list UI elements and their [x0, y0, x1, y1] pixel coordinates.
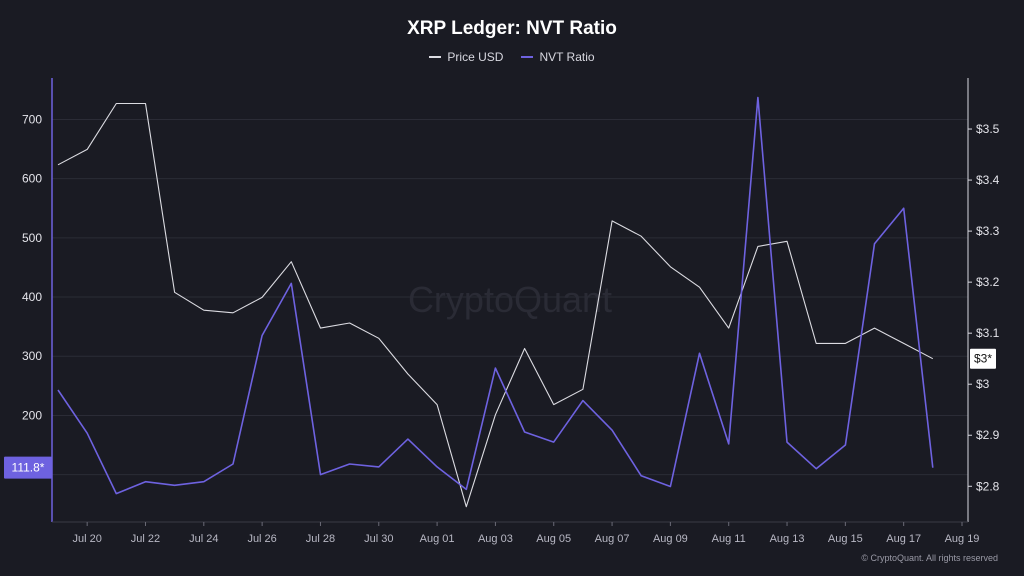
x-axis-tick-label: Jul 22: [131, 533, 160, 545]
right-axis-tick-label: $3.5: [976, 122, 1000, 136]
left-axis-tick-label: 200: [22, 408, 42, 422]
series-line-nvt: [57, 96, 934, 495]
x-axis-tick-label: Aug 01: [420, 533, 455, 545]
nvt-last-value-label: 111.8*: [12, 461, 45, 475]
copyright-footer: © CryptoQuant. All rights reserved: [861, 553, 998, 563]
right-axis-tick-label: $3.4: [976, 173, 1000, 187]
left-axis-tick-label: 500: [22, 231, 42, 245]
x-axis-tick-label: Aug 15: [828, 533, 863, 545]
series-layer: [57, 96, 934, 508]
right-axis-tick-label: $3.2: [976, 275, 1000, 289]
x-axis-tick-label: Aug 09: [653, 533, 688, 545]
right-axis-tick-label: $2.8: [976, 479, 1000, 493]
right-axis-tick-label: $3: [976, 377, 990, 391]
x-axis-tick-label: Aug 07: [595, 533, 630, 545]
legend-item-price[interactable]: Price USD: [429, 50, 503, 64]
page-title: XRP Ledger: NVT Ratio: [407, 18, 617, 39]
series-line-price: [57, 102, 934, 508]
nvt-last-value-badge: [4, 456, 52, 479]
left-axis-tick-label: 700: [22, 112, 42, 126]
x-axis-tick-label: Aug 13: [770, 533, 805, 545]
left-axis-tick-label: 400: [22, 290, 42, 304]
legend-label-price: Price USD: [447, 50, 504, 64]
x-axis-tick-label: Aug 17: [886, 533, 921, 545]
price-last-value-badge: [970, 348, 996, 369]
left-axis-tick-label: 600: [22, 172, 42, 186]
x-axis-tick-label: Jul 28: [306, 533, 335, 545]
badge-layer: $3* 111.8*: [4, 348, 996, 479]
right-axis-tick-label: $3.1: [976, 326, 1000, 340]
legend: Price USD NVT Ratio: [0, 50, 1024, 64]
x-axis-tick-label: Jul 24: [189, 533, 218, 545]
x-axis-tick-label: Aug 11: [712, 533, 746, 545]
legend-label-nvt: NVT Ratio: [539, 50, 595, 64]
x-axis-tick-label: Jul 20: [72, 533, 101, 545]
x-axis-tick-label: Aug 03: [478, 533, 513, 545]
x-axis-tick-label: Jul 30: [364, 533, 393, 545]
x-axis-tick-label: Aug 05: [536, 533, 571, 545]
right-axis-tick-label: $2.9: [976, 428, 1000, 442]
legend-swatch-nvt: [521, 56, 534, 58]
x-axis-tick-label: Jul 26: [247, 533, 276, 545]
watermark: CryptoQuant: [408, 279, 612, 320]
legend-item-nvt[interactable]: NVT Ratio: [521, 50, 595, 64]
right-axis-tick-label: $3.3: [976, 224, 1000, 238]
left-axis-tick-label: 300: [22, 349, 42, 363]
grid-layer: [52, 118, 968, 476]
legend-swatch-price: [429, 56, 442, 58]
x-axis-tick-label: Aug 19: [945, 533, 980, 545]
price-last-value-label: $3*: [974, 352, 992, 366]
